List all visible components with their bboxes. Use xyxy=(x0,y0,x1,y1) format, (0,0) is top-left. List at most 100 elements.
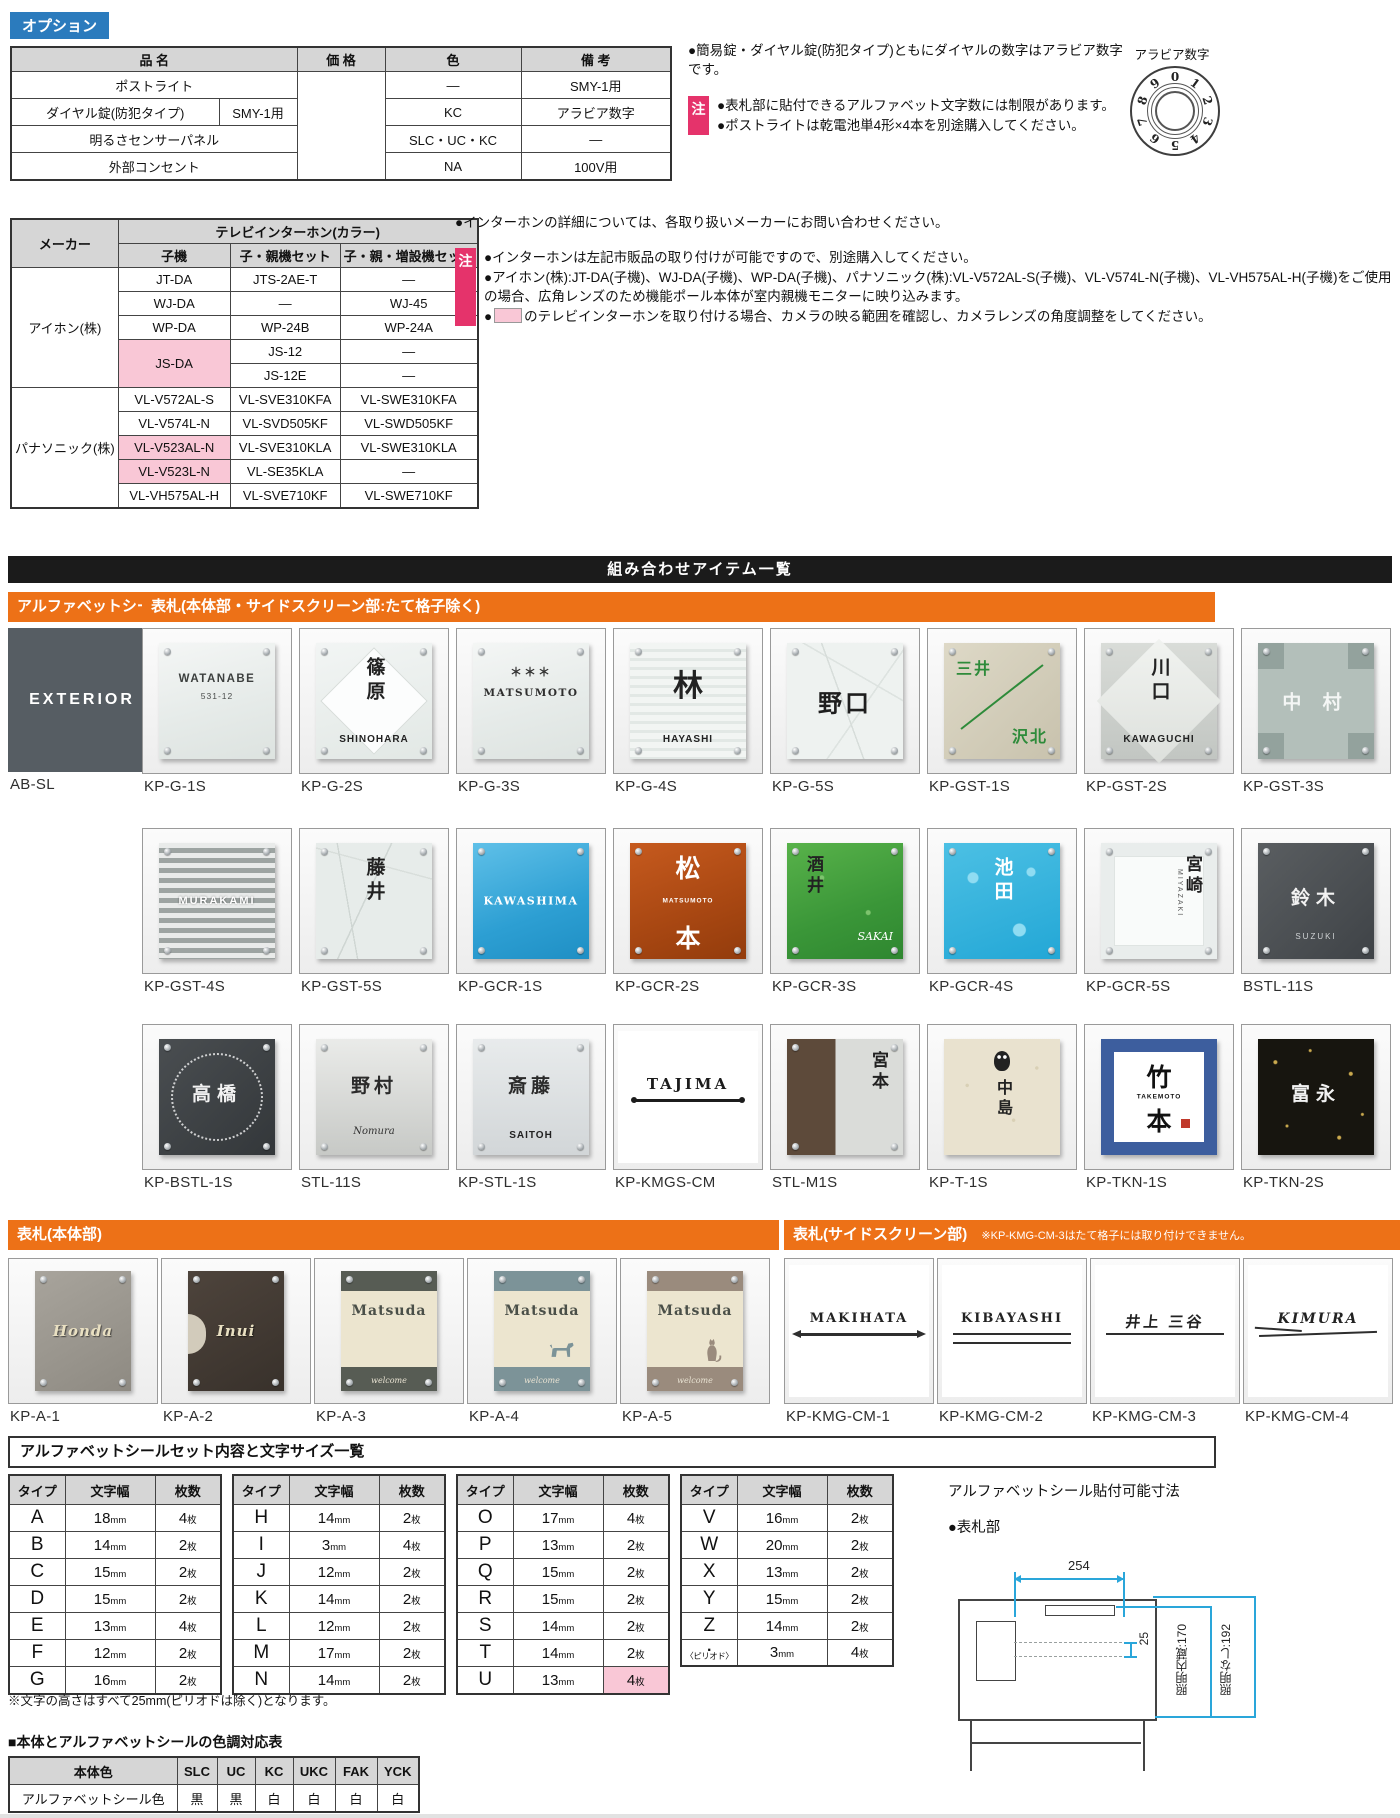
width-unit: mm xyxy=(558,1595,575,1607)
width-cell: 14mm xyxy=(512,1612,604,1640)
plate-photo: Matsuda welcome xyxy=(620,1258,770,1404)
mount-pin xyxy=(164,648,171,655)
width-cell: 15mm xyxy=(64,1585,156,1613)
plate-code-label: KP-T-1S xyxy=(929,1174,988,1191)
plate-code-label: KP-TKN-1S xyxy=(1086,1174,1168,1191)
mount-pin xyxy=(1205,747,1212,754)
plate-photo: EXTERIOR xyxy=(8,628,156,772)
option-badge-note-2: ●ポストライトは乾電池単4形×4本を別途購入してください。 xyxy=(717,117,1085,133)
size-row: M 17mm 2枚 xyxy=(232,1639,446,1667)
plate-text: 藤井 xyxy=(363,857,385,905)
plate-photo: Inui xyxy=(161,1258,311,1404)
plate-code-label: KP-BSTL-1S xyxy=(144,1174,233,1191)
color-cell: — xyxy=(384,71,522,99)
plate-tile-kp-tkn-2s: 富永 KP-TKN-2S xyxy=(1241,1024,1391,1191)
width-cell: 13mm xyxy=(736,1558,828,1586)
plate-code-label: KP-A-4 xyxy=(469,1408,520,1425)
plate-face: KAWASHIMA xyxy=(473,843,589,959)
count-unit: 枚 xyxy=(411,1595,421,1607)
col-header: 文字幅 xyxy=(288,1474,380,1505)
plate-deco xyxy=(792,1330,926,1338)
count-number: 4 xyxy=(626,1509,636,1527)
col-header: 文字幅 xyxy=(512,1474,604,1505)
count-cell: 2枚 xyxy=(378,1504,446,1532)
plate-photo: 川口 KAWAGUCHI xyxy=(1084,628,1234,774)
intercom-note-plain: ●インターホンの詳細については、各取り扱いメーカーにお問い合わせください。 xyxy=(455,215,949,230)
count-cell: 2枚 xyxy=(378,1612,446,1640)
type-letter: X xyxy=(702,1561,716,1582)
mount-pin xyxy=(949,747,956,754)
type-letter: T xyxy=(479,1642,492,1663)
mount-pin xyxy=(949,648,956,655)
plate-face: Honda xyxy=(35,1271,131,1391)
plate-code-label: KP-G-5S xyxy=(772,778,835,795)
count-number: 2 xyxy=(178,1644,188,1662)
size-table-1: タイプ 文字幅 枚数 A 18mm 4枚 B 14mm 2枚 C 15mm 2枚 D 15mm 2枚 E 13m… xyxy=(8,1474,222,1695)
product-name: ポストライト xyxy=(10,71,298,99)
dim-width-line xyxy=(1014,1575,1124,1582)
width-unit: mm xyxy=(334,1649,351,1661)
mount-pin xyxy=(578,1276,585,1283)
count-number: 4 xyxy=(626,1671,636,1689)
type-cell: E xyxy=(8,1612,66,1640)
col-header: タイプ xyxy=(232,1474,290,1505)
dial-digit: 3 xyxy=(1199,115,1216,128)
count-cell: 2枚 xyxy=(602,1531,670,1559)
model-cell: VL-SE35KLA xyxy=(229,459,341,484)
size-header-row: タイプ 文字幅 枚数 xyxy=(456,1474,670,1505)
plate-tile-kp-g-3s: ＊＊＊ MATSUMOTO KP-G-3S xyxy=(456,628,606,795)
mount-pin xyxy=(164,947,171,954)
model-cell: VL-V523L-N xyxy=(117,459,231,484)
plate-photo: 酒井 SAKAI xyxy=(770,828,920,974)
mount-pin xyxy=(346,1379,353,1386)
mount-pin xyxy=(40,1379,47,1386)
model-cell: JT-DA xyxy=(117,267,231,292)
color-map-cell: 白 xyxy=(334,1784,378,1813)
plate-tile-kp-stl-1s: 斎藤 SAITOH KP-STL-1S xyxy=(456,1024,606,1191)
combined-items-header: 組み合わせアイテム一覧 xyxy=(8,556,1392,583)
plate-deco xyxy=(171,1053,263,1141)
mount-pin xyxy=(119,1276,126,1283)
count-number: 2 xyxy=(850,1536,860,1554)
plate-code-label: STL-M1S xyxy=(772,1174,838,1191)
type-letter: V xyxy=(702,1507,716,1528)
model-cell: — xyxy=(339,363,479,388)
plate-text: KAWASHIMA xyxy=(483,894,579,908)
mount-pin xyxy=(577,848,584,855)
plate-photo: 野口 xyxy=(770,628,920,774)
plate-photo: TAJIMA xyxy=(613,1024,763,1170)
plate-face: WATANABE 531-12 xyxy=(159,643,275,759)
width-cell: 14mm xyxy=(736,1612,828,1640)
size-row: K 14mm 2枚 xyxy=(232,1585,446,1613)
type-cell: H xyxy=(232,1504,290,1532)
width-number: 12 xyxy=(317,1563,335,1581)
plate-text: SUZUKI xyxy=(1295,932,1337,941)
mount-pin xyxy=(321,648,328,655)
type-cell: Y xyxy=(680,1585,738,1613)
nameplate-all-header: 表札(本体部・サイドスクリーン部:たて格子除く) xyxy=(142,592,1215,622)
plate-text: welcome xyxy=(371,1376,407,1385)
count-cell: 2枚 xyxy=(154,1639,222,1667)
plate-code-label: KP-KMGS-CM xyxy=(615,1174,716,1191)
size-row: B 14mm 2枚 xyxy=(8,1531,222,1559)
model-cell: VL-SVE310KLA xyxy=(229,435,341,460)
type-letter: M xyxy=(253,1642,270,1663)
col-header: 子・親機セット xyxy=(229,243,341,268)
note-cell: 100V用 xyxy=(520,152,672,181)
intercom-badge-note-2: ●アイホン(株):JT-DA(子機)、WJ-DA(子機)、WP-DA(子機)、パ… xyxy=(484,269,1392,305)
price-cell xyxy=(296,71,386,181)
color-map-cell: KC xyxy=(254,1756,294,1785)
plate-code-label: KP-GCR-5S xyxy=(1086,978,1171,995)
intercom-badge-note-3: ● のテレビインターホンを取り付ける場合、カメラの映る範囲を確認し、カメラレンズの… xyxy=(484,307,1394,327)
size-row: Z 14mm 2枚 xyxy=(680,1612,894,1640)
count-number: 2 xyxy=(850,1509,860,1527)
mount-pin xyxy=(478,747,485,754)
mount-pin xyxy=(263,848,270,855)
count-cell: 2枚 xyxy=(826,1585,894,1613)
size-table-4: タイプ 文字幅 枚数 V 16mm 2枚 W 20mm 2枚 X 13mm 2枚 Y 15mm 2枚 Z 14m… xyxy=(680,1474,894,1667)
count-cell: 4枚 xyxy=(602,1666,670,1695)
width-unit: mm xyxy=(110,1568,127,1580)
model-cell: VL-VH575AL-H xyxy=(117,483,231,509)
intercom-header-row: メーカー テレビインターホン(カラー) xyxy=(10,218,479,268)
width-cell: 3mm xyxy=(736,1639,828,1667)
